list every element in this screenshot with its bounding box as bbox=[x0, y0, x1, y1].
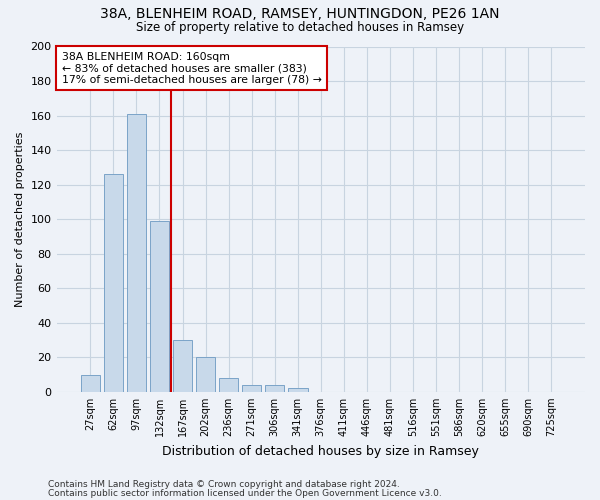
Bar bbox=[196, 358, 215, 392]
Text: 38A, BLENHEIM ROAD, RAMSEY, HUNTINGDON, PE26 1AN: 38A, BLENHEIM ROAD, RAMSEY, HUNTINGDON, … bbox=[100, 8, 500, 22]
Bar bbox=[265, 385, 284, 392]
Bar bbox=[80, 374, 100, 392]
Bar bbox=[127, 114, 146, 392]
X-axis label: Distribution of detached houses by size in Ramsey: Distribution of detached houses by size … bbox=[163, 444, 479, 458]
Y-axis label: Number of detached properties: Number of detached properties bbox=[15, 132, 25, 307]
Text: Size of property relative to detached houses in Ramsey: Size of property relative to detached ho… bbox=[136, 21, 464, 34]
Bar bbox=[219, 378, 238, 392]
Text: Contains public sector information licensed under the Open Government Licence v3: Contains public sector information licen… bbox=[48, 490, 442, 498]
Text: 38A BLENHEIM ROAD: 160sqm
← 83% of detached houses are smaller (383)
17% of semi: 38A BLENHEIM ROAD: 160sqm ← 83% of detac… bbox=[62, 52, 322, 85]
Text: Contains HM Land Registry data © Crown copyright and database right 2024.: Contains HM Land Registry data © Crown c… bbox=[48, 480, 400, 489]
Bar bbox=[173, 340, 193, 392]
Bar bbox=[104, 174, 123, 392]
Bar bbox=[288, 388, 308, 392]
Bar bbox=[242, 385, 262, 392]
Bar bbox=[149, 221, 169, 392]
